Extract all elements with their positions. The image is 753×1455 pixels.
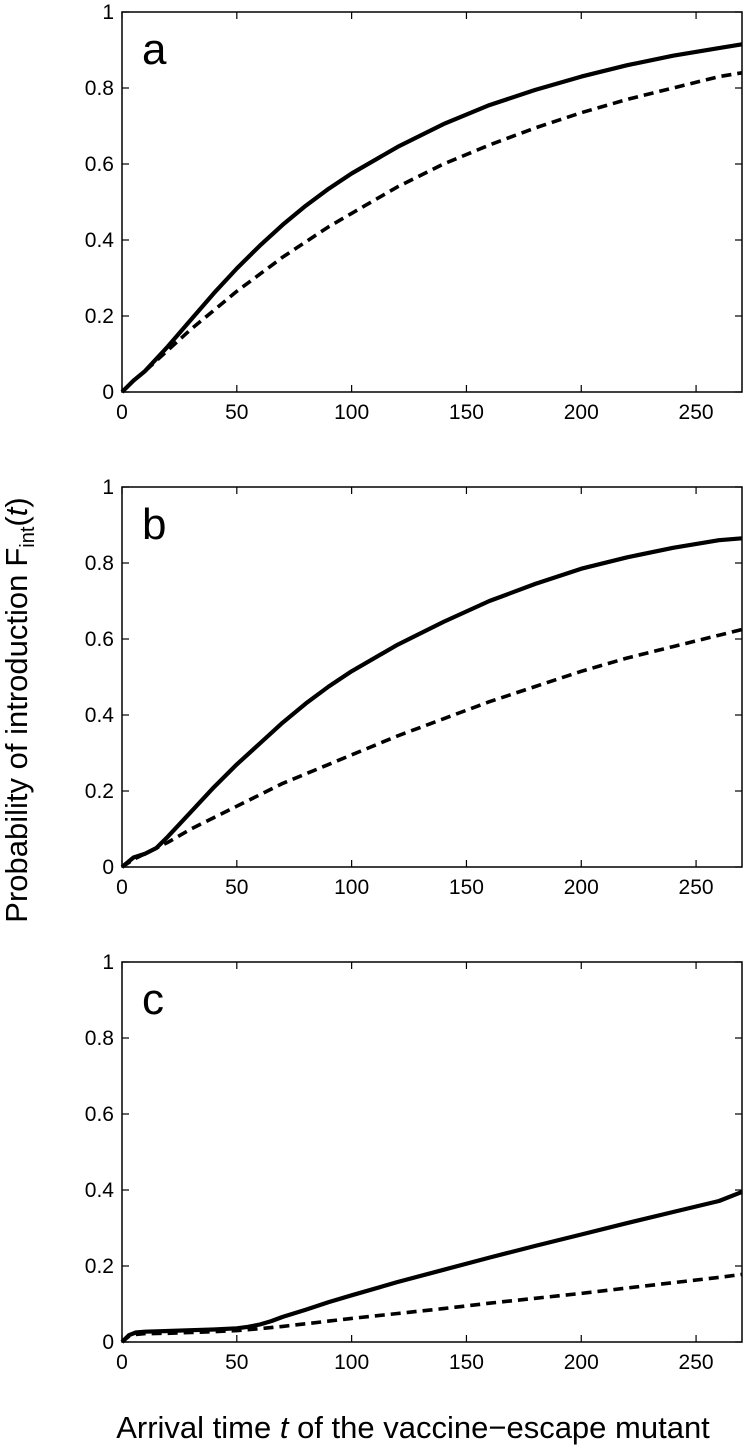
- panel-label: a: [142, 25, 167, 74]
- panel-label: b: [142, 500, 166, 549]
- y-tick-label: 0.8: [85, 552, 114, 575]
- x-tick-label: 200: [564, 1351, 599, 1374]
- y-tick-label: 1: [102, 1, 114, 24]
- series-line-dashed: [121, 627, 743, 869]
- plot-frame: [121, 486, 743, 868]
- x-tick-label: 0: [116, 401, 128, 424]
- panel-a: 0 0.2 0.4 0.6 0.8 1 0 50 100 150 200 250 a: [85, 1, 743, 424]
- x-tick-label: 0: [116, 1351, 128, 1374]
- panel-b: 0 0.2 0.4 0.6 0.8 1 0 50 100 150 200 250 b: [85, 476, 743, 899]
- y-tick-label: 0.6: [85, 628, 114, 651]
- y-tick-label: 1: [102, 951, 114, 974]
- y-tick-label: 0: [102, 381, 114, 404]
- x-tick-label: 50: [225, 401, 248, 424]
- y-tick-label: 0.8: [85, 77, 114, 100]
- x-tick-label: 0: [116, 876, 128, 899]
- x-tick-label: 200: [564, 876, 599, 899]
- panel-label: c: [142, 975, 164, 1024]
- series-line-dashed: [120, 1272, 743, 1344]
- plot-frame: [121, 961, 743, 1343]
- series-line-solid: [120, 536, 743, 869]
- x-tick-label: 150: [449, 1351, 484, 1374]
- x-tick-label: 100: [334, 876, 369, 899]
- x-axis-title: Arrival time t of the vaccine−escape mut…: [116, 1410, 710, 1445]
- panel-c: 0 0.2 0.4 0.6 0.8 1 0 50 100 150 200 250 c: [85, 951, 743, 1374]
- y-tick-label: 0.4: [85, 229, 115, 252]
- y-tick-label: 0.4: [85, 1179, 115, 1202]
- x-tick-label: 50: [225, 876, 248, 899]
- x-tick-label: 100: [334, 1351, 369, 1374]
- x-tick-label: 250: [679, 1351, 714, 1374]
- x-tick-label: 200: [564, 401, 599, 424]
- y-tick-label: 0.2: [85, 780, 114, 803]
- plot-frame: [121, 11, 743, 393]
- x-tick-label: 100: [334, 401, 369, 424]
- series-line-solid: [120, 1189, 743, 1344]
- x-tick-label: 150: [449, 401, 484, 424]
- series-line-solid: [120, 42, 743, 394]
- series-line-dashed: [120, 71, 743, 394]
- y-tick-label: 0.8: [85, 1027, 114, 1050]
- y-tick-label: 0: [102, 856, 114, 879]
- y-tick-label: 0.6: [85, 153, 114, 176]
- chart-panels: 00.20.40.60.810 50 100 150 200 250a00.20.40.6…: [85, 1, 743, 1374]
- y-tick-label: 0.6: [85, 1103, 114, 1126]
- x-tick-label: 50: [225, 1351, 248, 1374]
- y-tick-label: 0: [102, 1331, 114, 1354]
- y-tick-label: 0.2: [85, 1255, 114, 1278]
- x-tick-label: 250: [679, 876, 714, 899]
- y-tick-label: 0.2: [85, 305, 114, 328]
- y-tick-label: 1: [102, 476, 114, 499]
- y-axis-title: Probability of introductionFint(t): [0, 497, 39, 922]
- x-tick-label: 250: [679, 401, 714, 424]
- y-tick-label: 0.4: [85, 704, 115, 727]
- x-tick-label: 150: [449, 876, 484, 899]
